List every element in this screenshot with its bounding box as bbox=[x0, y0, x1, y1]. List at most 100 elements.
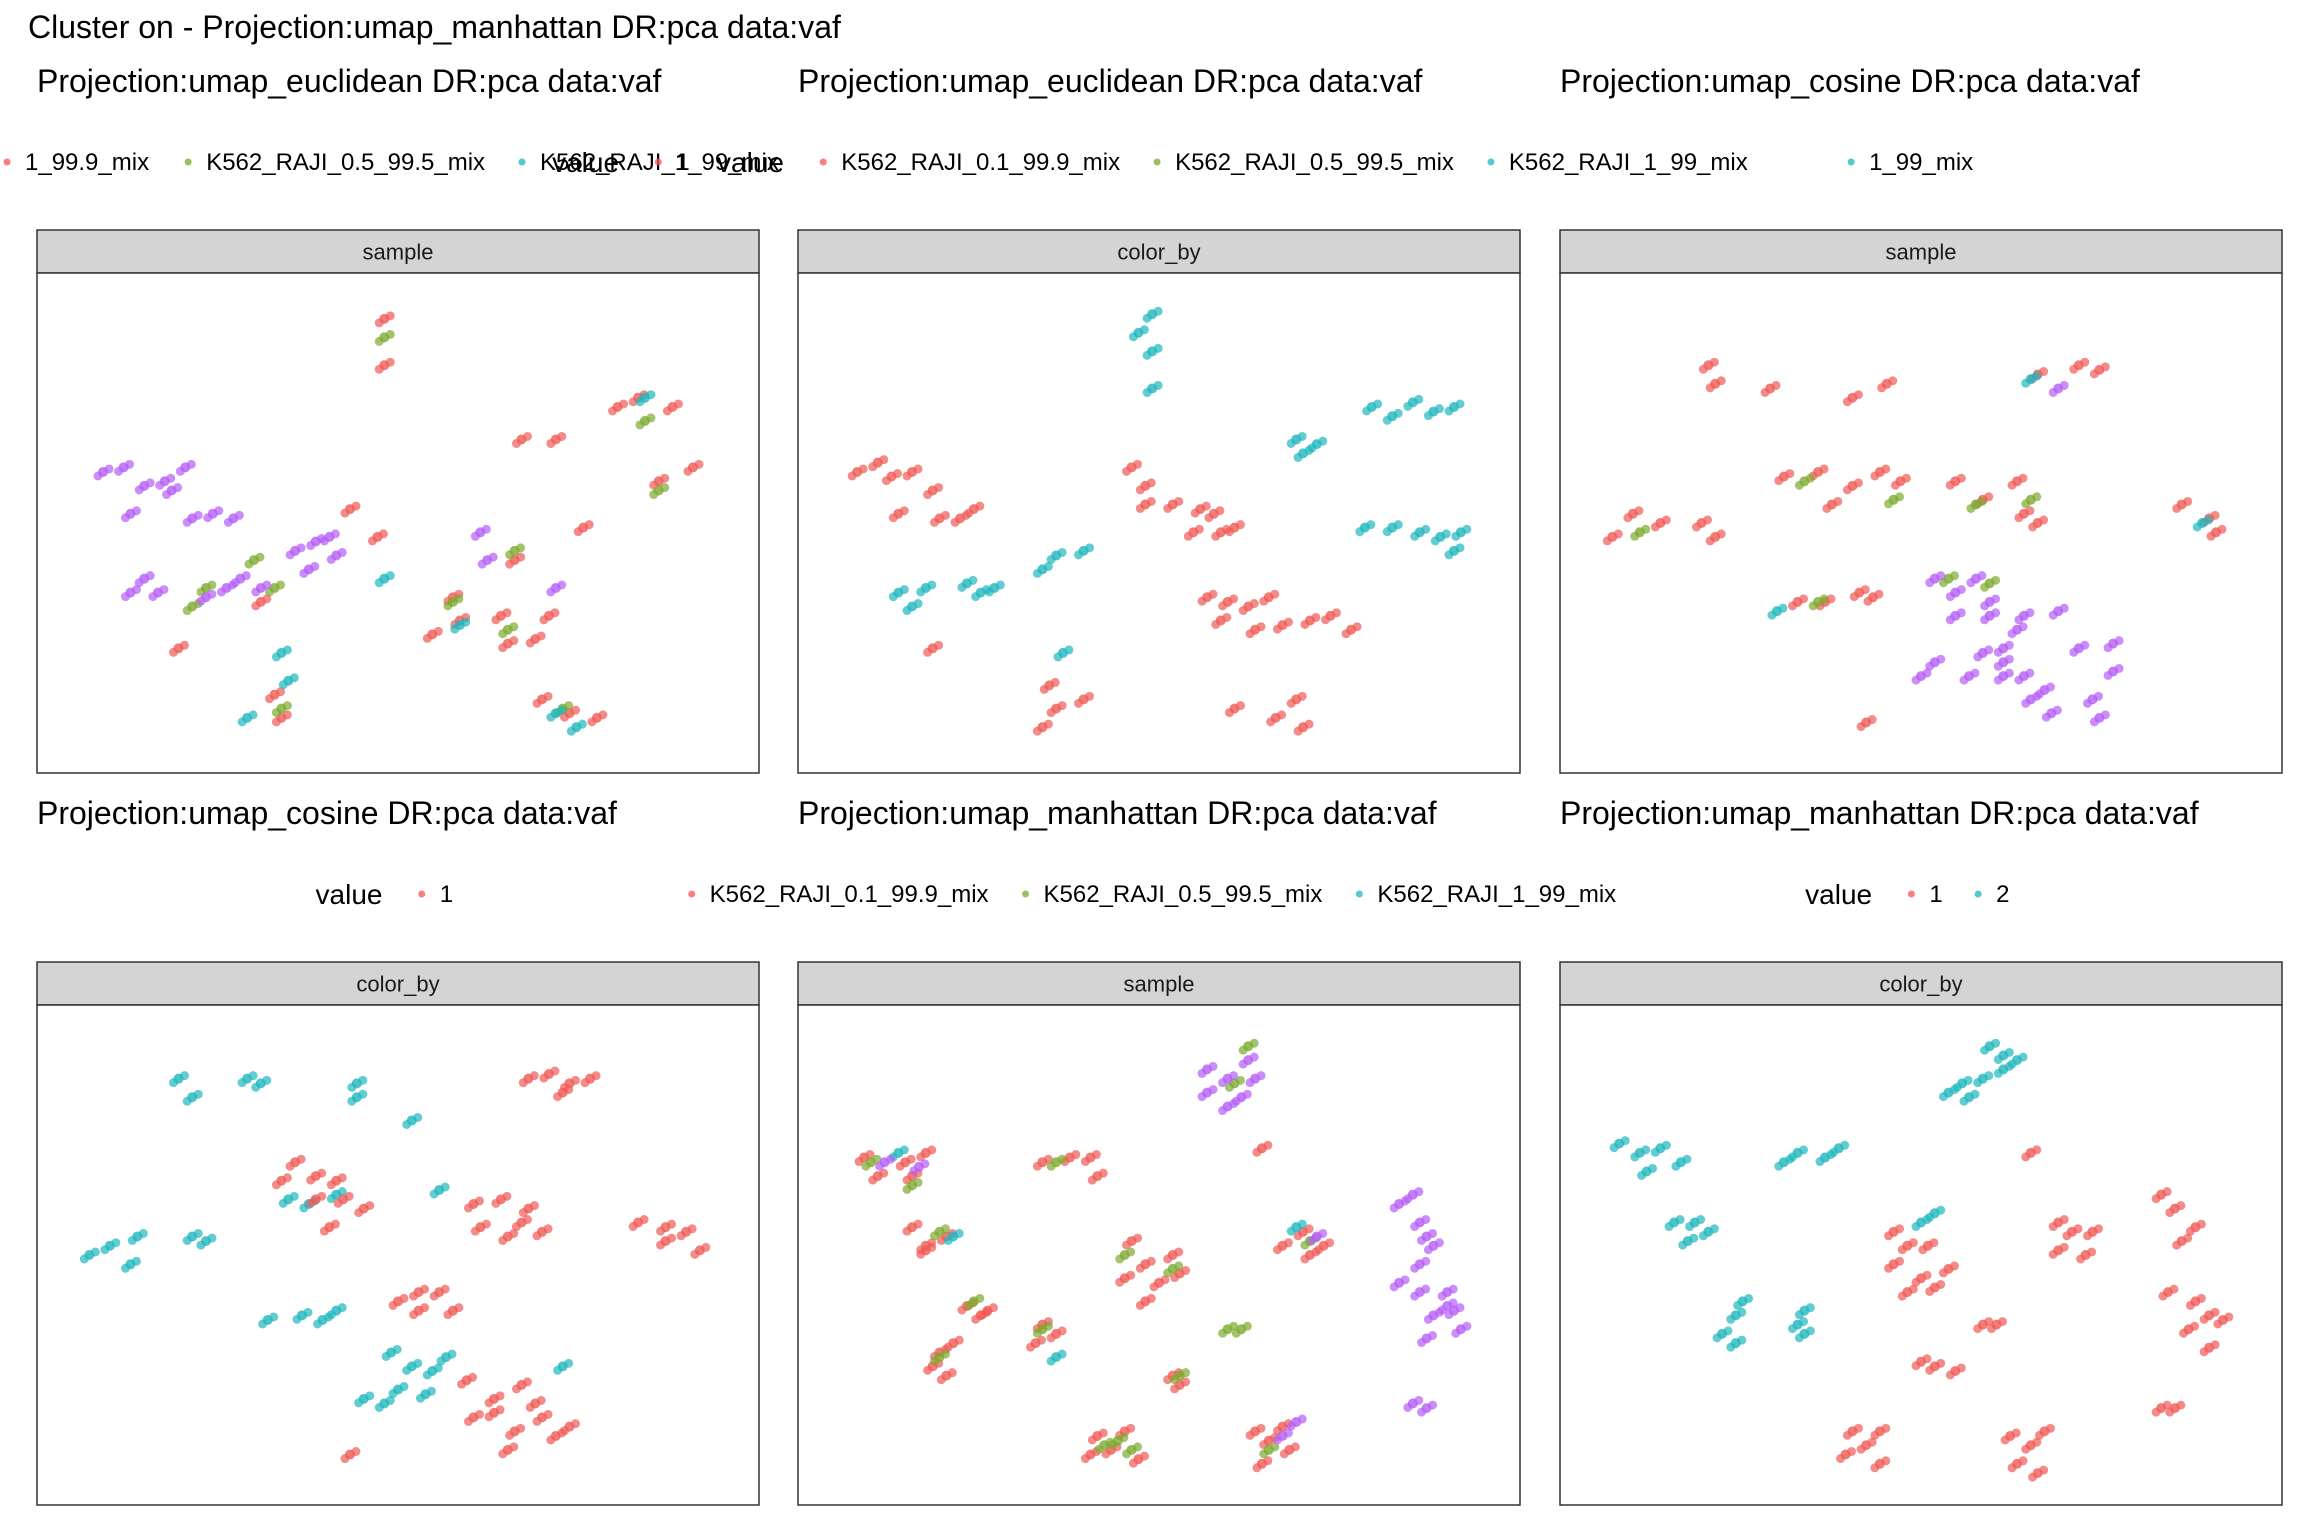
data-point-halo bbox=[872, 1154, 882, 1164]
plot-area bbox=[36, 272, 760, 774]
data-point-halo bbox=[1197, 1092, 1207, 1102]
data-point-halo bbox=[179, 1071, 189, 1081]
data-point-halo bbox=[367, 536, 377, 546]
data-point-halo bbox=[1716, 529, 1726, 539]
data-point-halo bbox=[989, 1303, 998, 1313]
data-point-halo bbox=[354, 1398, 364, 1408]
data-point-halo bbox=[1108, 1440, 1118, 1450]
data-point-halo bbox=[474, 1409, 484, 1419]
data-point-halo bbox=[516, 543, 526, 553]
data-point-halo bbox=[1991, 1038, 2001, 1048]
data-point-halo bbox=[1146, 478, 1156, 488]
data-point-halo bbox=[1788, 601, 1798, 611]
data-point-halo bbox=[2192, 522, 2202, 532]
data-point-halo bbox=[1444, 1310, 1454, 1320]
legend: K562_RAJI_0.1_99.9_mix K562_RAJI_0.5_99.5… bbox=[688, 881, 1616, 908]
data-point-halo bbox=[1249, 599, 1259, 609]
legend-key bbox=[1355, 890, 1363, 898]
data-point-halo bbox=[1826, 594, 1836, 604]
data-point-halo bbox=[282, 1173, 292, 1183]
data-point-halo bbox=[186, 459, 196, 469]
data-point-halo bbox=[443, 601, 453, 611]
data-point-halo bbox=[1819, 594, 1829, 604]
data-point-halo bbox=[498, 1235, 508, 1245]
data-point-halo bbox=[1238, 1059, 1248, 1069]
data-point-halo bbox=[656, 1240, 666, 1250]
data-point-halo bbox=[2025, 608, 2035, 618]
data-point-halo bbox=[2028, 1472, 2038, 1482]
legend-label: K562_RAJI_0.5_99.5_mix bbox=[1175, 149, 1454, 176]
data-point-halo bbox=[1122, 466, 1132, 476]
data-point-halo bbox=[1128, 332, 1138, 342]
data-point-halo bbox=[2004, 1047, 2014, 1057]
data-point-halo bbox=[1709, 1224, 1719, 1234]
data-point-halo bbox=[1256, 1071, 1266, 1081]
data-point-halo bbox=[196, 1240, 206, 1250]
data-point-halo bbox=[662, 406, 672, 416]
data-point-halo bbox=[943, 1342, 953, 1352]
data-point-halo bbox=[2165, 1407, 2175, 1417]
data-point-halo bbox=[899, 585, 909, 595]
data-point-halo bbox=[1277, 710, 1287, 720]
data-point-halo bbox=[1170, 1273, 1180, 1283]
data-point-halo bbox=[1991, 594, 2001, 604]
data-point-halo bbox=[1840, 1140, 1850, 1150]
data-point-halo bbox=[2039, 515, 2049, 525]
data-point-halo bbox=[522, 1215, 532, 1225]
data-point-halo bbox=[1860, 585, 1870, 595]
data-point-halo bbox=[1698, 1231, 1708, 1241]
data-point-halo bbox=[1311, 1247, 1321, 1257]
data-point-halo bbox=[1272, 1245, 1282, 1255]
data-point-halo bbox=[1283, 1238, 1293, 1248]
data-point-halo bbox=[1794, 1310, 1804, 1320]
series-2 bbox=[861, 1038, 1321, 1459]
data-point-halo bbox=[402, 1365, 412, 1375]
data-point-halo bbox=[319, 536, 329, 546]
data-point-halo bbox=[571, 1419, 580, 1429]
data-point-halo bbox=[120, 1263, 130, 1273]
data-point-halo bbox=[131, 585, 141, 595]
data-point-halo bbox=[2032, 371, 2042, 381]
data-point-halo bbox=[436, 1356, 446, 1366]
data-point-halo bbox=[1428, 1331, 1438, 1341]
scatter-points bbox=[847, 306, 1472, 736]
legend: 1_99.9_mixK562_RAJI_0.5_99.5_mixK562_RAJ… bbox=[3, 149, 779, 176]
legend: value 1 bbox=[316, 879, 454, 910]
data-point-halo bbox=[2196, 1293, 2206, 1303]
data-point-halo bbox=[954, 1335, 964, 1345]
data-point-halo bbox=[1300, 619, 1310, 629]
data-point-halo bbox=[1726, 1342, 1736, 1352]
data-point-halo bbox=[1853, 390, 1863, 400]
data-point-halo bbox=[354, 1208, 364, 1218]
data-point-halo bbox=[1451, 531, 1461, 541]
data-point-halo bbox=[1774, 1161, 1784, 1171]
data-point-halo bbox=[1115, 1254, 1125, 1264]
data-point-halo bbox=[1032, 568, 1042, 578]
data-point-halo bbox=[1661, 515, 1671, 525]
data-point-halo bbox=[337, 547, 347, 557]
data-point-halo bbox=[1421, 1256, 1431, 1266]
data-point-halo bbox=[2089, 717, 2099, 727]
data-point-halo bbox=[1229, 1321, 1239, 1331]
data-point-halo bbox=[134, 485, 144, 495]
data-point-halo bbox=[1423, 411, 1433, 421]
data-point-halo bbox=[474, 1196, 484, 1206]
data-point-halo bbox=[2011, 1428, 2021, 1438]
data-point-halo bbox=[701, 1242, 711, 1252]
data-point-halo bbox=[1805, 1303, 1815, 1313]
data-point-halo bbox=[888, 513, 898, 523]
data-point-halo bbox=[1911, 1222, 1921, 1232]
data-point-halo bbox=[93, 471, 103, 481]
data-point-halo bbox=[1980, 601, 1990, 611]
data-point-halo bbox=[1623, 513, 1633, 523]
data-point-halo bbox=[1133, 1233, 1143, 1243]
data-point-halo bbox=[1318, 436, 1328, 446]
data-point-halo bbox=[1936, 1205, 1946, 1215]
data-point-halo bbox=[1163, 1254, 1173, 1264]
data-point-halo bbox=[1332, 608, 1341, 618]
data-point-halo bbox=[344, 1191, 354, 1201]
data-point-halo bbox=[1208, 1085, 1218, 1095]
data-point-halo bbox=[1630, 1152, 1640, 1162]
data-point-halo bbox=[509, 1228, 519, 1238]
data-point-halo bbox=[1973, 652, 1983, 662]
